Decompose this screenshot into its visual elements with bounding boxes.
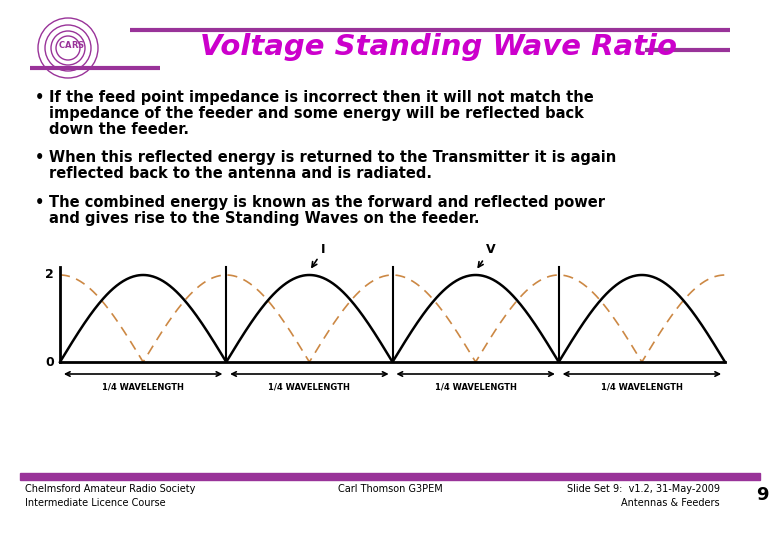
- Bar: [20, 473, 760, 480]
- Text: •: •: [35, 90, 44, 105]
- Text: Voltage Standing Wave Ratio: Voltage Standing Wave Ratio: [200, 33, 677, 61]
- Text: reflected back to the antenna and is radiated.: reflected back to the antenna and is rad…: [49, 166, 432, 181]
- Text: 2: 2: [45, 268, 54, 281]
- Text: V: V: [478, 243, 495, 267]
- Text: Slide Set 9:  v1.2, 31-May-2009
Antennas & Feeders: Slide Set 9: v1.2, 31-May-2009 Antennas …: [567, 484, 720, 508]
- Text: C: C: [59, 42, 65, 51]
- Text: If the feed point impedance is incorrect then it will not match the: If the feed point impedance is incorrect…: [49, 90, 594, 105]
- Text: •: •: [35, 150, 44, 165]
- Text: Carl Thomson G3PEM: Carl Thomson G3PEM: [338, 484, 442, 494]
- Text: R: R: [71, 42, 77, 51]
- Text: 0: 0: [45, 355, 54, 368]
- Text: 1/4 WAVELENGTH: 1/4 WAVELENGTH: [601, 382, 682, 391]
- Text: down the feeder.: down the feeder.: [49, 122, 189, 137]
- Text: A: A: [65, 42, 71, 51]
- Text: 1/4 WAVELENGTH: 1/4 WAVELENGTH: [434, 382, 516, 391]
- Text: impedance of the feeder and some energy will be reflected back: impedance of the feeder and some energy …: [49, 106, 584, 121]
- Text: When this reflected energy is returned to the Transmitter it is again: When this reflected energy is returned t…: [49, 150, 616, 165]
- Text: •: •: [35, 195, 44, 210]
- Text: and gives rise to the Standing Waves on the feeder.: and gives rise to the Standing Waves on …: [49, 211, 480, 226]
- Text: I: I: [312, 243, 326, 267]
- Text: 9: 9: [756, 486, 768, 504]
- Text: 1/4 WAVELENGTH: 1/4 WAVELENGTH: [102, 382, 184, 391]
- Text: S: S: [77, 42, 83, 51]
- Text: The combined energy is known as the forward and reflected power: The combined energy is known as the forw…: [49, 195, 605, 210]
- Text: Chelmsford Amateur Radio Society
Intermediate Licence Course: Chelmsford Amateur Radio Society Interme…: [25, 484, 195, 508]
- Text: 1/4 WAVELENGTH: 1/4 WAVELENGTH: [268, 382, 350, 391]
